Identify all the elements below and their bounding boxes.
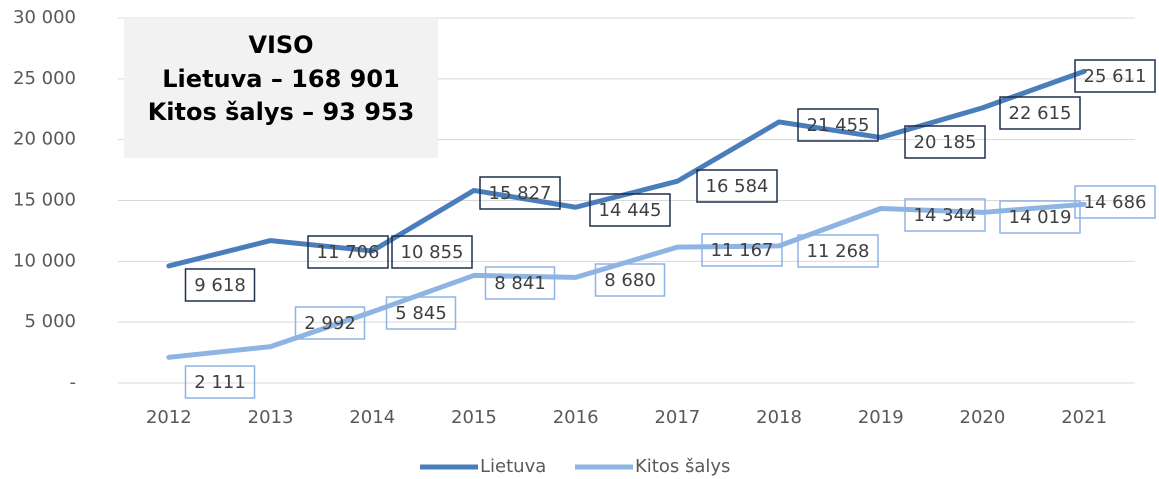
annotation: Lietuva – 168 901: [162, 65, 399, 93]
data-label: 8 841: [494, 273, 546, 294]
label-box: [696, 169, 778, 203]
y-tick-label: 15 000: [13, 190, 76, 211]
data-label: 11 706: [317, 242, 380, 263]
label-box: [797, 234, 879, 268]
label-box: [484, 266, 556, 300]
data-label: 14 445: [599, 200, 662, 221]
y-tick-label: -: [70, 372, 77, 393]
y-tick-label: 10 000: [13, 250, 76, 271]
x-tick-label: 2013: [248, 407, 294, 428]
label-box: [1074, 185, 1156, 219]
label-box: [294, 306, 366, 340]
x-tick-label: 2014: [349, 407, 395, 428]
x-tick-label: 2012: [146, 407, 192, 428]
data-label: 16 584: [706, 176, 769, 197]
annotation-box: [124, 18, 438, 158]
x-tick-label: 2015: [451, 407, 497, 428]
label-box: [479, 176, 561, 210]
annotation: Kitos šalys – 93 953: [148, 98, 415, 126]
label-box: [594, 263, 666, 297]
data-label: 14 686: [1084, 192, 1147, 213]
line: [166, 201, 1087, 360]
label-box: [385, 296, 457, 330]
y-tick-label: 25 000: [13, 68, 76, 89]
data-label: 11 268: [807, 241, 870, 262]
legend-label: Lietuva: [480, 456, 546, 477]
x-tick-label: 2021: [1061, 407, 1107, 428]
x-tick-label: 2019: [858, 407, 904, 428]
data-label: 10 855: [401, 242, 464, 263]
annotation: VISO: [248, 31, 313, 59]
label-box: [184, 268, 256, 302]
data-label: 22 615: [1009, 103, 1072, 124]
data-label: 8 680: [604, 270, 656, 291]
label-box: [589, 193, 671, 227]
label-box: [701, 233, 783, 267]
label-box: [1074, 59, 1156, 93]
data-label: 21 455: [807, 115, 870, 136]
label-box: [184, 365, 256, 399]
x-tick-label: 2020: [960, 407, 1006, 428]
label-box: [391, 235, 473, 269]
data-label: 14 344: [914, 205, 977, 226]
label-box: [904, 125, 986, 159]
x-tick-label: 2017: [654, 407, 700, 428]
data-label: 2 111: [194, 372, 246, 393]
label-box: [307, 235, 389, 269]
label-box: [999, 200, 1081, 234]
y-tick-label: 20 000: [13, 129, 76, 150]
data-label: 5 845: [395, 303, 447, 324]
label-box: [797, 108, 879, 142]
label-box: [904, 198, 986, 232]
data-label: 9 618: [194, 275, 246, 296]
data-label: 14 019: [1009, 207, 1072, 228]
x-tick-label: 2016: [553, 407, 599, 428]
data-label: 11 167: [711, 240, 774, 261]
data-label: 25 611: [1084, 66, 1147, 87]
y-tick-label: 30 000: [13, 7, 76, 28]
data-label: 2 992: [304, 313, 356, 334]
legend-label: Kitos šalys: [635, 456, 730, 477]
x-tick-label: 2018: [756, 407, 802, 428]
y-tick-label: 5 000: [24, 311, 76, 332]
data-label: 15 827: [489, 183, 552, 204]
label-box: [999, 96, 1081, 130]
data-label: 20 185: [914, 132, 977, 153]
